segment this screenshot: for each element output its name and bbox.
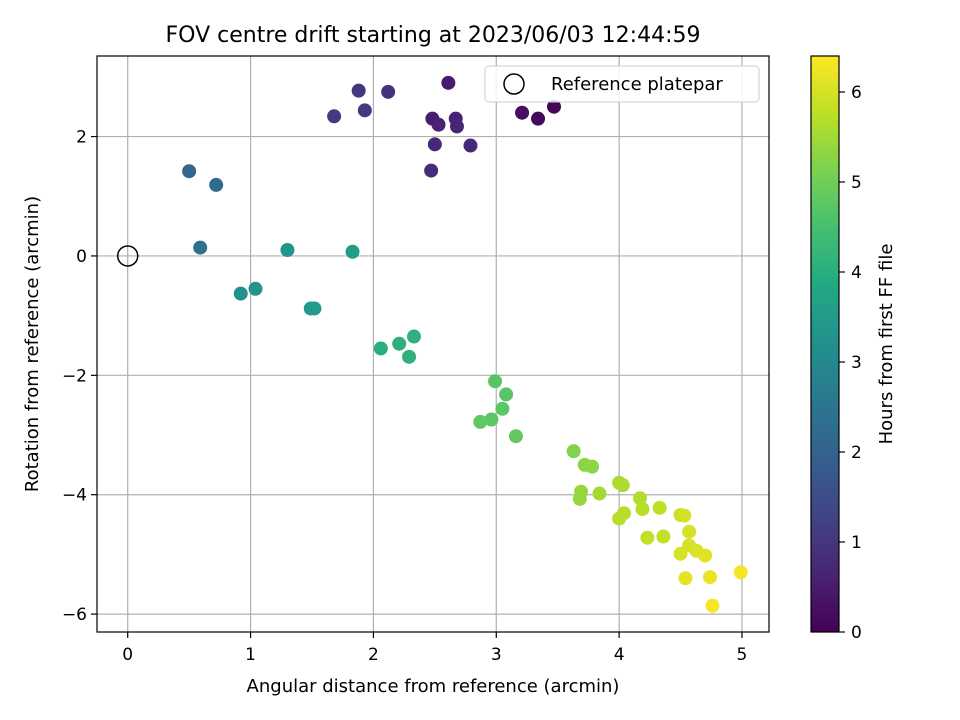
data-point	[733, 565, 748, 580]
data-point	[703, 570, 718, 585]
grid	[97, 56, 769, 632]
legend-marker-reference	[503, 73, 525, 95]
data-point	[381, 84, 396, 99]
data-point	[463, 138, 478, 153]
y-tick-label: −6	[62, 605, 87, 625]
data-point	[473, 414, 488, 429]
x-axis: 0 1 2 3 4 5	[122, 632, 747, 665]
data-point	[449, 119, 464, 134]
data-point	[566, 444, 581, 459]
data-point	[327, 109, 342, 124]
y-axis-label: Rotation from reference (arcmin)	[22, 196, 43, 492]
y-tick-label: 2	[76, 128, 87, 148]
data-point	[547, 99, 562, 114]
data-point	[345, 244, 360, 259]
y-axis: −6 −4 −2 0 2	[62, 128, 97, 625]
colorbar-tick-label: 4	[851, 263, 862, 283]
data-point	[652, 500, 667, 515]
data-point	[698, 548, 713, 563]
y-tick-label: −2	[62, 366, 87, 386]
data-point	[402, 349, 417, 364]
colorbar-tick-label: 6	[851, 83, 862, 103]
data-point	[427, 137, 442, 152]
plot-frame	[96, 55, 770, 633]
scatter-points	[116, 75, 748, 613]
data-point	[307, 301, 322, 316]
colorbar-tick-label: 5	[851, 173, 862, 193]
data-point	[678, 571, 693, 586]
data-point	[406, 329, 421, 344]
reference-point-marker	[116, 245, 139, 267]
data-point	[431, 117, 446, 132]
data-point	[280, 242, 295, 257]
data-point	[635, 502, 650, 517]
data-point	[705, 598, 720, 613]
x-tick-label: 3	[491, 645, 502, 665]
data-point	[357, 103, 372, 118]
colorbar-gradient	[810, 55, 840, 633]
data-point	[677, 508, 692, 523]
data-point	[392, 336, 407, 351]
x-tick-label: 1	[245, 645, 256, 665]
data-point	[193, 240, 208, 255]
data-point	[351, 83, 366, 98]
colorbar: 0 1 2 3 4 5 6	[810, 55, 862, 643]
data-point	[441, 75, 456, 90]
x-tick-label: 0	[122, 645, 133, 665]
data-point	[373, 341, 388, 356]
colorbar-label: Hours from first FF file	[876, 244, 897, 445]
data-point	[531, 111, 546, 126]
y-tick-label: 0	[76, 247, 87, 267]
colorbar-tick-label: 3	[851, 353, 862, 373]
colorbar-tick-label: 0	[851, 623, 862, 643]
data-point	[515, 105, 530, 120]
legend-label-reference: Reference platepar	[551, 74, 723, 95]
data-point	[248, 281, 263, 296]
data-point	[682, 524, 697, 539]
data-point	[508, 429, 523, 444]
data-point	[488, 374, 503, 389]
data-point	[233, 286, 248, 301]
x-axis-label: Angular distance from reference (arcmin)	[247, 676, 620, 697]
data-point	[585, 459, 600, 474]
data-point	[499, 387, 514, 402]
colorbar-tick-label: 1	[851, 533, 862, 553]
data-point	[484, 412, 499, 427]
data-point	[612, 511, 627, 526]
chart-title: FOV centre drift starting at 2023/06/03 …	[166, 23, 701, 48]
x-tick-label: 5	[737, 645, 748, 665]
x-tick-label: 4	[614, 645, 625, 665]
data-point	[592, 486, 607, 501]
y-tick-label: −4	[62, 486, 87, 506]
x-tick-label: 2	[368, 645, 379, 665]
legend: Reference platepar	[484, 65, 760, 103]
data-point	[640, 530, 655, 545]
data-point	[495, 401, 510, 416]
data-point	[424, 163, 439, 178]
data-point	[615, 478, 630, 493]
data-point	[209, 177, 224, 192]
data-point	[633, 491, 648, 506]
data-point	[572, 491, 587, 506]
data-point	[673, 546, 688, 561]
data-point	[182, 164, 197, 179]
legend-box	[484, 65, 760, 103]
data-point	[656, 529, 671, 544]
colorbar-tick-label: 2	[851, 443, 862, 463]
